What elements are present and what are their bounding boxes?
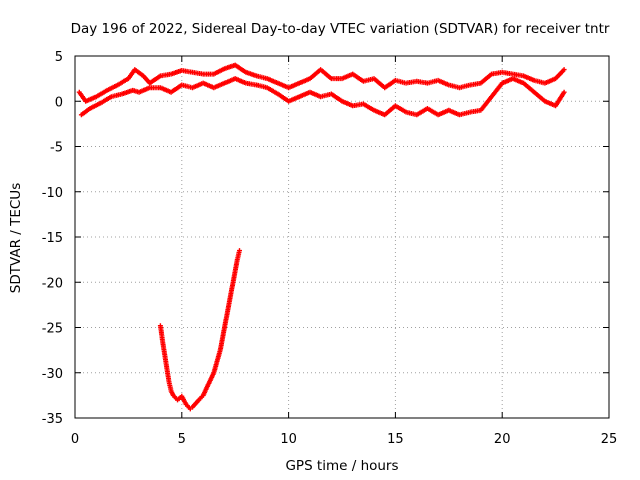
y-tick-label: -25 <box>42 322 63 337</box>
grid-lines <box>75 56 609 418</box>
y-tick-label: -10 <box>42 186 63 201</box>
y-tick-label: 0 <box>55 95 63 110</box>
x-axis: 0 5 10 15 20 25 <box>71 56 617 447</box>
data-point-ascending-arc <box>237 248 242 254</box>
y-tick-label: 5 <box>55 50 63 65</box>
data-point-main-band-lower- <box>561 89 567 95</box>
chart-title: Day 196 of 2022, Sidereal Day-to-day VTE… <box>71 21 610 37</box>
y-axis: 5 0 -5 -10 -15 -20 -25 -30 -35 <box>42 50 609 427</box>
x-tick-label: 15 <box>387 432 404 447</box>
y-tick-label: -30 <box>42 367 63 382</box>
x-tick-label: 25 <box>601 432 618 447</box>
y-tick-label: -5 <box>50 141 63 156</box>
y-axis-label: SDTVAR / TECUs <box>8 183 24 293</box>
y-tick-label: -20 <box>42 276 63 291</box>
x-tick-label: 5 <box>178 432 186 447</box>
data-point-main-band-upper- <box>561 67 567 73</box>
y-tick-label: -15 <box>42 231 63 246</box>
x-axis-label: GPS time / hours <box>285 458 398 474</box>
y-tick-label: -35 <box>42 412 63 427</box>
x-tick-label: 20 <box>494 432 511 447</box>
data-marks <box>76 62 567 412</box>
x-tick-label: 0 <box>71 432 79 447</box>
x-tick-label: 10 <box>280 432 297 447</box>
